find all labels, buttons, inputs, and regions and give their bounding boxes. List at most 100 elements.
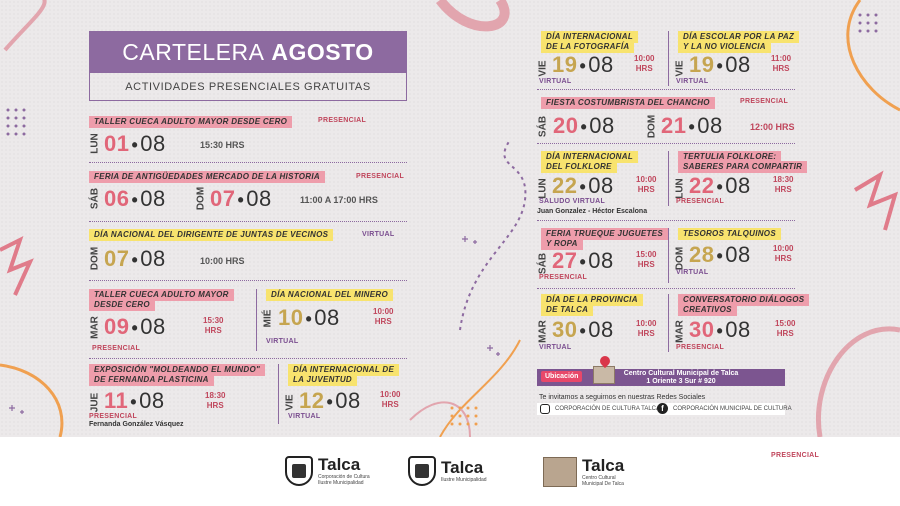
event-day: 07 bbox=[104, 246, 130, 271]
event-note: Juan Gonzalez - Héctor Escalona bbox=[537, 208, 648, 215]
event-date: 09 •08 bbox=[104, 314, 166, 339]
footer: Talca Corporación de Cultura Ilustre Mun… bbox=[0, 437, 900, 506]
event-month: 08 bbox=[588, 52, 614, 77]
facebook-icon[interactable]: f bbox=[657, 403, 668, 414]
event-month: 08 bbox=[314, 305, 340, 330]
event-time-unit: HRS bbox=[772, 64, 790, 73]
event-month: 08 bbox=[246, 186, 272, 211]
event-mode: PRESENCIAL bbox=[740, 98, 789, 105]
event-day: 19 bbox=[552, 52, 578, 77]
event-day: 01 bbox=[104, 131, 130, 156]
logo-subtitle: Ilustre Municipalidad bbox=[441, 477, 487, 483]
divider bbox=[89, 280, 407, 281]
event-day: 22 bbox=[552, 173, 578, 198]
event-time: 15:00 HRS bbox=[636, 250, 656, 270]
column-divider bbox=[256, 289, 257, 351]
event-day: 21 bbox=[661, 113, 687, 138]
event-mode: PRESENCIAL bbox=[676, 198, 725, 205]
divider bbox=[89, 221, 407, 222]
instagram-link[interactable]: CORPORACIÓN DE CULTURA TALCA bbox=[555, 406, 661, 412]
event-month: 08 bbox=[139, 388, 165, 413]
event-day: 11 bbox=[104, 388, 129, 413]
event-date: 20 •08 bbox=[553, 113, 615, 138]
event-time-value: 18:30 bbox=[205, 391, 226, 400]
event-time-value: 10:00 bbox=[380, 390, 401, 399]
event-time-value: 18:30 bbox=[773, 175, 794, 184]
divider bbox=[537, 89, 795, 90]
event-title: DÍA INTERNACIONAL DE bbox=[288, 364, 400, 376]
event-time: 12:00 HRS bbox=[750, 122, 795, 132]
column-divider bbox=[668, 151, 669, 206]
divider bbox=[89, 358, 407, 359]
logo-title: Talca bbox=[318, 455, 361, 474]
event-month: 08 bbox=[725, 242, 751, 267]
event-time-value: 11:00 bbox=[771, 54, 792, 63]
decorations bbox=[0, 0, 900, 437]
event-time-value: 15:00 bbox=[636, 250, 657, 259]
event-title: TESOROS TALQUINOS bbox=[678, 228, 781, 240]
event-date: 19 •08 bbox=[552, 52, 614, 77]
column-divider bbox=[668, 294, 669, 352]
event-mode: VIRTUAL bbox=[539, 344, 572, 351]
event-title-line2: LA JUVENTUD bbox=[288, 374, 358, 386]
event-day: 19 bbox=[689, 52, 715, 77]
event-month: 08 bbox=[725, 317, 751, 342]
event-month: 08 bbox=[589, 113, 615, 138]
event-time-unit: HRS bbox=[637, 185, 655, 194]
event-title: TALLER CUECA ADULTO MAYOR DESDE CERO bbox=[89, 116, 293, 128]
event-title: CONVERSATORIO DIÁLOGOS bbox=[678, 294, 810, 306]
event-date: 11 •08 bbox=[104, 388, 165, 413]
column-divider bbox=[668, 31, 669, 86]
event-month: 08 bbox=[725, 173, 751, 198]
crest-icon bbox=[285, 456, 313, 486]
event-day: 07 bbox=[210, 186, 236, 211]
event-mode: VIRTUAL bbox=[362, 231, 395, 238]
instagram-icon[interactable] bbox=[540, 404, 550, 414]
event-date: 21 •08 bbox=[661, 113, 723, 138]
event-time-value: 10:00 bbox=[636, 319, 657, 328]
event-date: 10 •08 bbox=[278, 305, 340, 330]
facebook-link[interactable]: CORPORACIÓN MUNICIPAL DE CULTURA bbox=[673, 406, 792, 412]
event-title: DÍA NACIONAL DEL MINERO bbox=[266, 289, 393, 301]
event-month: 08 bbox=[335, 388, 361, 413]
event-mode: SALUDO VIRTUAL bbox=[539, 198, 606, 205]
event-time-value: 10:00 bbox=[773, 244, 794, 253]
location-street: 1 Oriente 3 Sur # 920 bbox=[646, 378, 716, 385]
event-time-value: 10:00 bbox=[373, 307, 394, 316]
event-title: FERIA DE ANTIGÜEDADES MERCADO DE LA HIST… bbox=[89, 171, 325, 183]
logo-subtitle: Ilustre Municipalidad bbox=[318, 480, 364, 486]
event-time-value: 10:00 bbox=[634, 54, 655, 63]
event-time: 10:00 HRS bbox=[634, 54, 654, 74]
event-weekday: MAR bbox=[89, 316, 101, 339]
event-title: DÍA ESCOLAR POR LA PAZ bbox=[678, 31, 800, 43]
event-date: 28 •08 bbox=[689, 242, 751, 267]
event-month: 08 bbox=[140, 314, 166, 339]
event-time: 10:00 HRS bbox=[773, 244, 793, 264]
column-divider bbox=[278, 364, 279, 424]
event-title: DÍA INTERNACIONAL bbox=[541, 31, 639, 43]
event-time-value: 15:30 bbox=[203, 316, 224, 325]
event-month: 08 bbox=[725, 52, 751, 77]
event-mode: PRESENCIAL bbox=[92, 345, 141, 352]
event-weekday: MAR bbox=[674, 320, 686, 343]
event-date: 01 •08 bbox=[104, 131, 166, 156]
event-time-unit: HRS bbox=[637, 260, 655, 269]
event-date: 12 •08 bbox=[299, 388, 361, 413]
event-title: TALLER CUECA ADULTO MAYOR bbox=[89, 289, 234, 301]
location-address: Centro Cultural Municipal de Talca 1 Ori… bbox=[621, 370, 741, 386]
event-time: 10:00 HRS bbox=[380, 390, 400, 410]
event-day: 06 bbox=[104, 186, 130, 211]
event-time: 15:00 HRS bbox=[775, 319, 795, 339]
event-mode: VIRTUAL bbox=[539, 78, 572, 85]
logo-subtitle: Municipal De Talca bbox=[582, 481, 624, 487]
event-title: TERTULIA FOLKLORE: bbox=[678, 151, 782, 163]
building-icon bbox=[593, 366, 615, 384]
event-note: Fernanda González Vásquez bbox=[89, 421, 184, 428]
event-date: 06 •08 bbox=[104, 186, 166, 211]
event-month: 08 bbox=[140, 131, 166, 156]
event-title-line2: Y ROPA bbox=[541, 238, 583, 250]
event-day: 10 bbox=[278, 305, 304, 330]
event-mode: VIRTUAL bbox=[676, 269, 709, 276]
event-day: 20 bbox=[553, 113, 579, 138]
building-icon bbox=[543, 457, 577, 487]
